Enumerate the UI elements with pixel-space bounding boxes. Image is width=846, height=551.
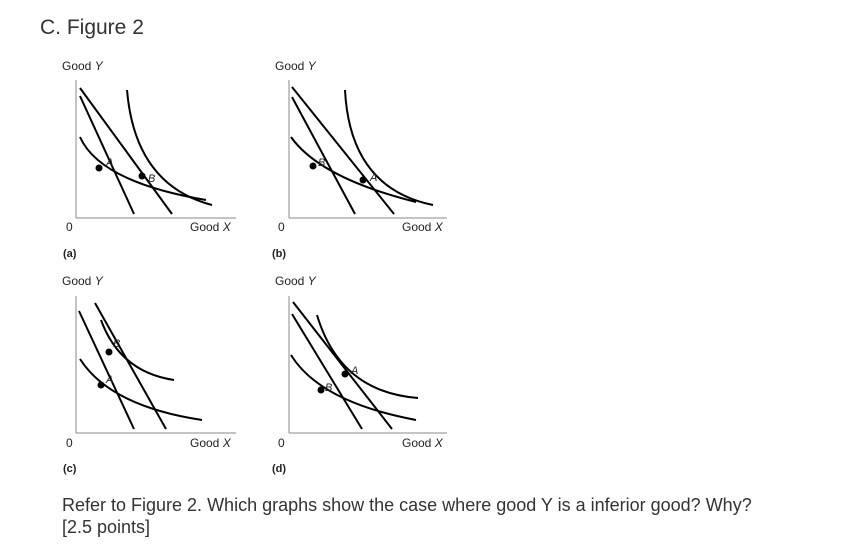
indifference-curve-1 <box>290 354 417 421</box>
y-axis-label: Good Y <box>275 59 317 73</box>
panel-b: Good Y 0 Good X (b) B A <box>272 59 447 260</box>
indifference-curve-2 <box>316 314 419 399</box>
point-label: B <box>325 382 332 394</box>
point-b <box>105 348 113 356</box>
panel-a: Good Y 0 Good X (a) A B <box>62 59 236 260</box>
budget-line-2 <box>79 87 173 215</box>
point-a <box>359 176 367 184</box>
point-label: B <box>318 157 325 169</box>
point-label: A <box>350 365 358 377</box>
budget-line-1 <box>78 310 135 430</box>
point-a <box>341 370 349 378</box>
indifference-curve-2 <box>126 89 213 206</box>
point-label: B <box>113 338 120 350</box>
indifference-curve-1 <box>290 136 417 203</box>
point-label: A <box>369 172 377 184</box>
y-axis-label: Good Y <box>62 274 104 288</box>
panel-d: Good Y 0 Good X (d) A B <box>272 274 447 475</box>
indifference-curve-2 <box>100 319 175 381</box>
point-b <box>317 386 325 394</box>
x-axis-label: Good X <box>190 220 232 234</box>
budget-line-2 <box>291 86 395 215</box>
panel-tag: (b) <box>272 248 286 260</box>
budget-line-1 <box>291 96 356 215</box>
origin-label: 0 <box>66 220 73 234</box>
panel-tag: (d) <box>272 463 286 475</box>
budget-line-2 <box>292 301 393 430</box>
point-label: B <box>148 173 155 185</box>
point-a <box>95 164 103 172</box>
origin-label: 0 <box>278 220 285 234</box>
x-axis-label: Good X <box>402 436 444 450</box>
x-axis-label: Good X <box>402 220 444 234</box>
x-axis-label: Good X <box>190 436 232 450</box>
panel-tag: (a) <box>63 248 77 260</box>
panel-tag: (c) <box>63 463 77 475</box>
point-label: A <box>105 157 113 169</box>
budget-line-2 <box>94 302 167 430</box>
point-label: A <box>105 374 113 386</box>
budget-line-1 <box>79 95 135 215</box>
point-a <box>97 381 105 389</box>
question-text: Refer to Figure 2. Which graphs show the… <box>62 495 752 537</box>
question-title: C. Figure 2 <box>40 16 144 39</box>
indifference-curve-1 <box>79 136 207 201</box>
origin-label: 0 <box>66 436 73 450</box>
budget-line-1 <box>291 313 363 430</box>
point-b <box>138 172 146 180</box>
origin-label: 0 <box>278 436 285 450</box>
y-axis-label: Good Y <box>62 59 104 73</box>
indifference-curve-1 <box>79 358 203 421</box>
point-b <box>309 162 317 170</box>
indifference-curve-2 <box>344 89 434 206</box>
y-axis-label: Good Y <box>275 274 317 288</box>
panel-c: Good Y 0 Good X (c) B A <box>62 274 236 475</box>
